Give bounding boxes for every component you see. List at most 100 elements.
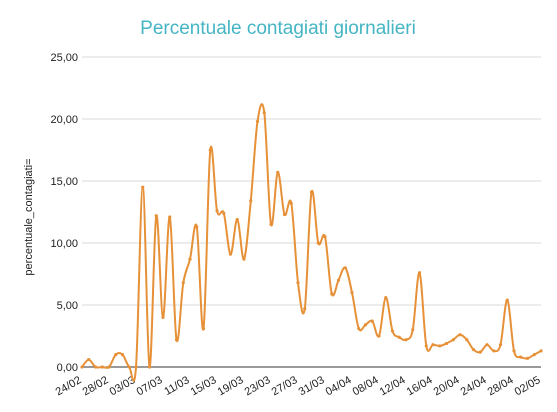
data-point — [384, 295, 388, 300]
data-point — [215, 209, 219, 213]
x-tick-labels: 24/0228/0203/0307/0311/0315/0319/0323/03… — [54, 374, 543, 398]
data-point — [296, 281, 300, 285]
data-point — [181, 281, 185, 285]
data-point — [208, 148, 212, 152]
data-point — [303, 307, 307, 311]
data-point — [505, 298, 509, 302]
x-tick-label: 23/03 — [243, 374, 273, 398]
data-point — [289, 201, 293, 205]
data-point — [249, 199, 253, 203]
x-tick-label: 04/04 — [324, 374, 354, 398]
x-tick-label: 28/04 — [486, 374, 516, 398]
x-tick-label: 08/04 — [351, 374, 381, 398]
data-point — [80, 365, 84, 369]
x-tick-label: 02/05 — [513, 374, 543, 398]
data-point — [127, 365, 131, 369]
data-point — [539, 349, 543, 353]
data-point — [532, 353, 536, 357]
x-tick-label: 20/04 — [432, 374, 462, 398]
data-point — [282, 212, 287, 217]
data-point — [370, 319, 374, 323]
x-tick-label: 31/03 — [297, 374, 327, 398]
data-point — [134, 365, 138, 369]
data-point — [93, 365, 98, 369]
y-tick-label: 5,00 — [57, 300, 78, 312]
data-point — [444, 341, 449, 346]
data-point — [458, 333, 462, 337]
data-points — [80, 111, 543, 369]
data-point — [168, 215, 172, 219]
data-point — [492, 349, 496, 353]
data-point — [377, 334, 381, 338]
data-point — [242, 257, 246, 261]
data-point — [269, 222, 273, 226]
data-point — [343, 266, 347, 270]
data-point — [188, 257, 192, 261]
chart-title: Percentuale contagiati giornalieri — [140, 18, 416, 39]
data-point — [512, 349, 516, 353]
data-point — [114, 353, 118, 357]
data-point — [147, 365, 152, 369]
data-point — [451, 338, 455, 342]
series-line — [81, 103, 542, 382]
data-point — [465, 338, 469, 342]
gridlines — [82, 56, 541, 368]
data-point — [222, 211, 226, 215]
data-point — [336, 278, 341, 282]
x-tick-label: 11/03 — [162, 374, 191, 398]
data-point — [201, 326, 206, 331]
x-tick-label: 27/03 — [270, 374, 300, 398]
data-point — [363, 323, 368, 327]
x-tick-label: 24/02 — [54, 374, 84, 398]
y-tick-label: 25,00 — [50, 52, 78, 64]
data-point — [478, 350, 482, 354]
data-point — [100, 365, 104, 369]
y-tick-label: 10,00 — [50, 238, 78, 250]
x-tick-label: 12/04 — [378, 374, 408, 398]
data-point — [120, 353, 125, 357]
data-point — [276, 170, 280, 174]
data-point — [161, 315, 165, 319]
data-point — [498, 343, 503, 347]
data-point — [154, 214, 158, 218]
y-tick-label: 15,00 — [50, 176, 78, 188]
y-tick-labels: 0,00 5,00 10,00 15,00 20,00 25,00 — [50, 52, 78, 374]
x-tick-label: 28/02 — [81, 374, 111, 398]
x-tick-label: 16/04 — [405, 374, 435, 398]
data-point — [195, 225, 199, 229]
data-point — [309, 190, 314, 194]
data-point — [350, 291, 354, 295]
x-tick-label: 15/03 — [189, 374, 219, 398]
x-tick-label: 07/03 — [135, 374, 165, 398]
x-tick-label: 19/03 — [216, 374, 246, 398]
data-point — [323, 235, 327, 239]
data-point — [485, 343, 489, 347]
data-point — [316, 241, 320, 245]
data-point — [424, 344, 428, 348]
y-tick-label: 0,00 — [57, 362, 78, 374]
data-point — [357, 326, 361, 331]
data-point — [525, 356, 530, 360]
data-point — [330, 292, 334, 296]
x-tick-label: 24/04 — [459, 374, 489, 398]
data-point — [174, 338, 179, 342]
data-point — [411, 328, 415, 332]
data-point — [235, 217, 239, 222]
y-tick-label: 20,00 — [50, 114, 78, 126]
data-point — [438, 344, 442, 348]
data-point — [228, 252, 233, 256]
data-point — [397, 335, 401, 339]
data-point — [107, 365, 111, 369]
data-point — [471, 348, 476, 352]
data-point — [262, 111, 266, 115]
data-point — [404, 338, 408, 342]
data-point — [519, 355, 523, 359]
data-point — [141, 185, 145, 189]
data-point — [390, 329, 395, 333]
y-axis-label: percentuale_contagiati= — [23, 158, 35, 275]
data-point — [87, 357, 91, 362]
data-point — [431, 343, 435, 347]
data-point — [255, 119, 260, 124]
data-point — [417, 271, 422, 275]
